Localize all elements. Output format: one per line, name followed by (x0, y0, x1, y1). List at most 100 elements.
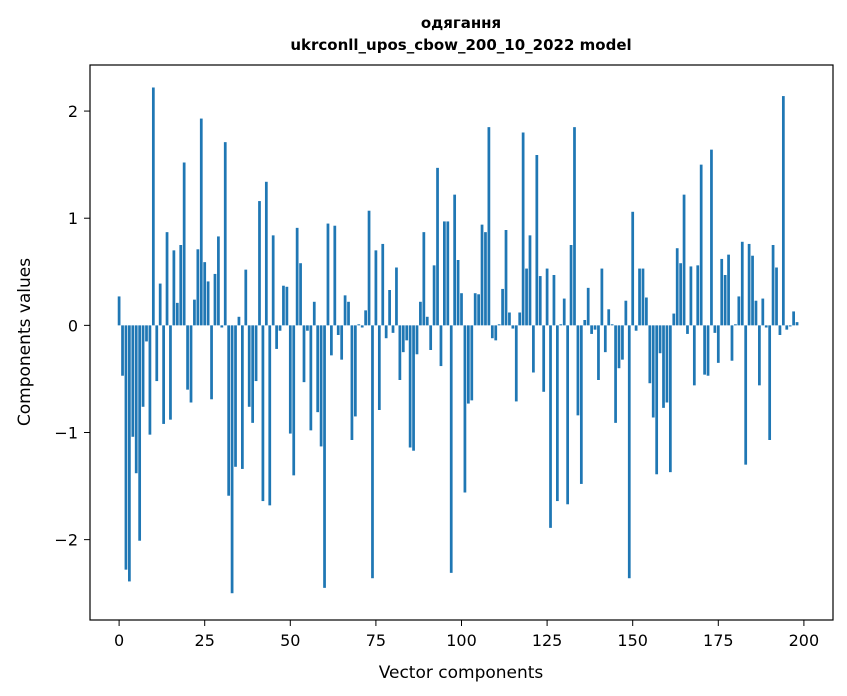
bar (603, 325, 607, 353)
bar (145, 325, 148, 342)
bar (419, 301, 422, 326)
bar (768, 325, 772, 440)
x-tick-label: 50 (280, 631, 300, 650)
bar (299, 263, 302, 326)
bar (549, 325, 552, 528)
bar (521, 132, 525, 326)
bar (716, 325, 720, 363)
bar (155, 325, 159, 382)
bar (713, 325, 717, 333)
bar (237, 316, 241, 326)
bar (371, 325, 374, 579)
bar (758, 325, 761, 386)
bar (477, 294, 480, 326)
bar (631, 211, 635, 326)
bar (668, 325, 672, 473)
bar (785, 325, 789, 330)
bar (675, 248, 679, 326)
bar (117, 296, 121, 326)
bar (518, 312, 522, 326)
y-tick-label: 0 (68, 316, 78, 335)
bar (217, 236, 220, 326)
bar (347, 301, 350, 326)
bar (744, 325, 748, 465)
bar (497, 324, 501, 326)
bar (665, 325, 669, 403)
bar (398, 325, 402, 380)
bar (781, 96, 785, 326)
bar (586, 287, 590, 326)
bar (429, 325, 433, 350)
bar (662, 325, 665, 408)
bar (271, 235, 275, 326)
bar (792, 311, 795, 326)
x-tick-label: 0 (114, 631, 124, 650)
bar (343, 295, 347, 326)
bar (302, 325, 306, 383)
bar (607, 309, 611, 326)
bar (251, 325, 255, 423)
bar (562, 298, 566, 326)
bar (254, 325, 258, 382)
bar (634, 325, 638, 331)
bar (230, 325, 234, 594)
bar (220, 325, 224, 328)
bar (545, 268, 549, 326)
bar (275, 325, 278, 349)
bar (460, 293, 463, 326)
bar (463, 325, 467, 493)
bar (292, 325, 296, 476)
bar (655, 325, 659, 475)
bar (672, 313, 676, 326)
bar (490, 325, 494, 339)
bar (405, 325, 409, 341)
bar (754, 300, 758, 326)
bar (651, 325, 655, 418)
bar (621, 325, 624, 360)
bar (264, 181, 268, 326)
bar (179, 245, 183, 326)
bar (432, 265, 436, 326)
bar (597, 325, 600, 380)
bar (134, 325, 138, 474)
bar (504, 230, 508, 326)
bar (247, 325, 251, 407)
bar (261, 325, 265, 502)
bar (751, 255, 754, 326)
bar (415, 325, 419, 355)
y-axis-label: Components values (15, 258, 35, 426)
y-tick-label: 1 (68, 209, 78, 228)
bar (172, 250, 176, 326)
bar (158, 283, 162, 326)
bar (360, 325, 364, 328)
bar (788, 325, 792, 327)
bar (617, 325, 621, 369)
bar (412, 325, 415, 451)
bar (466, 325, 470, 404)
bar (336, 325, 340, 335)
bar (401, 325, 405, 353)
bar (377, 325, 381, 410)
bar (213, 273, 217, 326)
bar (679, 263, 682, 326)
bar (384, 325, 388, 339)
bar (501, 288, 504, 326)
bar (734, 324, 737, 326)
x-tick-label: 100 (446, 631, 477, 650)
bar (443, 221, 446, 326)
bar (747, 243, 751, 326)
bar (234, 325, 237, 467)
y-tick-label: 2 (68, 102, 78, 121)
bar (282, 285, 285, 326)
bar (579, 325, 583, 484)
bar (720, 258, 724, 326)
bar (162, 325, 165, 424)
bar (658, 325, 662, 354)
bar (223, 142, 227, 326)
bar (422, 232, 426, 326)
bar (761, 298, 765, 326)
bar (727, 254, 730, 326)
bar (258, 201, 261, 326)
bar (323, 325, 326, 588)
